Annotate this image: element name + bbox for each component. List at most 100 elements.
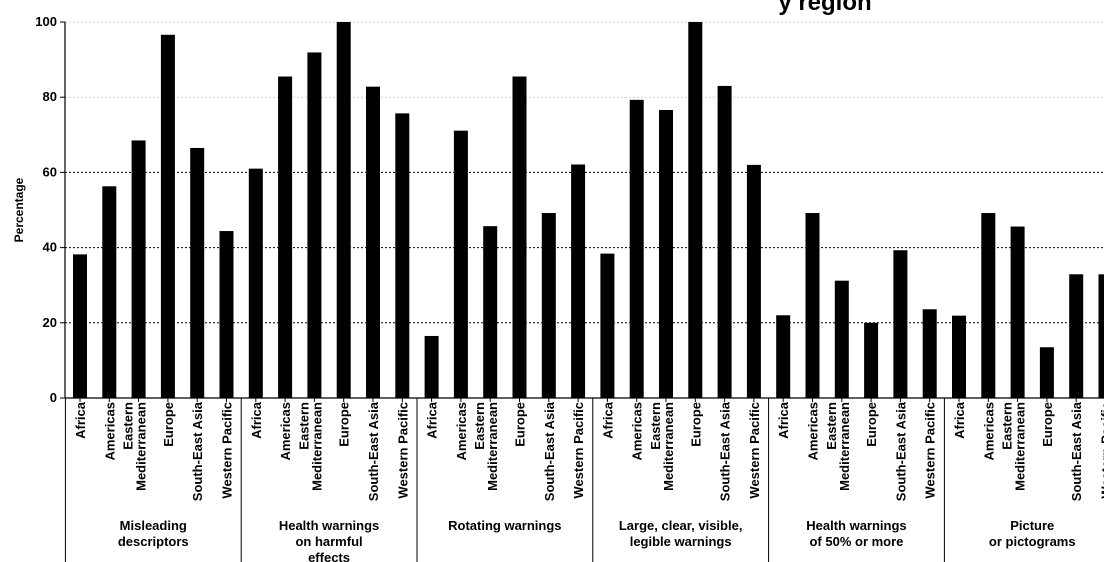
category-label-3-3: Europe [688, 402, 703, 447]
category-label-3-5: Western Pacific [747, 402, 762, 499]
bar-5-3 [1039, 347, 1054, 398]
bar-5-1 [981, 213, 996, 398]
category-label-0-3: Europe [161, 402, 176, 447]
bar-2-2 [483, 226, 498, 398]
bar-3-3 [688, 22, 703, 398]
group-label-1: effects [308, 550, 350, 562]
y-tick-label-100: 100 [35, 14, 57, 29]
category-label-2-1: Americas [454, 402, 469, 461]
category-label-0-2: Eastern [121, 402, 136, 450]
group-label-4: Health warnings [806, 518, 906, 533]
category-label-0-0: Africa [73, 401, 88, 439]
bars [73, 22, 1104, 399]
category-label-4-2: Mediterranean [837, 402, 852, 491]
bar-0-2 [131, 140, 146, 398]
category-label-4-5: Western Pacific [923, 402, 938, 499]
bar-3-5 [746, 164, 761, 398]
category-label-3-0: Africa [600, 401, 615, 439]
y-tick-label-40: 40 [43, 240, 57, 255]
category-label-5-2: Eastern [1000, 402, 1015, 450]
category-label-4-2: Eastern [824, 402, 839, 450]
category-label-3-1: Americas [630, 402, 645, 461]
bar-1-5 [395, 113, 410, 399]
y-tick-label-80: 80 [43, 89, 57, 104]
bar-1-2 [307, 52, 322, 399]
bar-5-4 [1069, 274, 1084, 398]
category-label-2-3: Europe [513, 402, 528, 447]
bar-1-1 [278, 76, 293, 399]
category-label-1-3: Europe [337, 402, 352, 447]
bar-4-0 [776, 315, 791, 398]
bar-0-1 [102, 186, 117, 398]
category-label-2-2: Mediterranean [485, 402, 500, 491]
bar-0-0 [73, 254, 87, 398]
category-label-3-4: South-East Asia [718, 401, 733, 501]
category-label-4-3: Europe [864, 402, 879, 447]
group-label-3: legible warnings [630, 534, 732, 549]
category-label-5-4: South-East Asia [1069, 401, 1084, 501]
bar-3-4 [717, 85, 732, 399]
group-label-1: Health warnings [279, 518, 379, 533]
category-label-1-2: Eastern [296, 402, 311, 450]
chart-title: y region [778, 0, 871, 16]
category-label-4-0: Africa [776, 401, 791, 439]
category-label-2-4: South-East Asia [542, 401, 557, 501]
category-label-0-1: Americas [102, 402, 117, 461]
bar-3-1 [629, 99, 644, 398]
bar-0-4 [190, 147, 205, 398]
category-label-1-2: Mediterranean [309, 402, 324, 491]
bar-1-4 [366, 86, 380, 398]
bar-3-0 [600, 253, 615, 398]
category-label-1-4: South-East Asia [366, 401, 381, 501]
category-label-4-1: Americas [806, 402, 821, 461]
category-label-5-0: Africa [952, 401, 967, 439]
bar-2-4 [541, 213, 556, 398]
category-label-1-5: Western Pacific [395, 402, 410, 499]
y-tick-label-60: 60 [43, 164, 57, 179]
category-label-3-2: Eastern [648, 402, 663, 450]
category-label-5-1: Americas [981, 402, 996, 461]
category-label-1-0: Africa [249, 401, 264, 439]
bar-2-1 [453, 130, 468, 398]
category-label-2-5: Western Pacific [571, 402, 586, 499]
category-label-1-1: Americas [278, 402, 293, 461]
y-axis-label: Percentage [12, 177, 26, 242]
category-label-0-2: Mediterranean [134, 402, 149, 491]
axes [60, 21, 1104, 562]
bar-5-5 [1098, 274, 1104, 398]
category-label-3-2: Mediterranean [661, 402, 676, 491]
bar-2-3 [512, 76, 527, 399]
y-tick-label-0: 0 [50, 390, 57, 405]
category-label-2-0: Africa [425, 401, 440, 439]
bar-4-1 [805, 213, 820, 398]
group-label-5: Picture [1010, 518, 1054, 533]
bar-0-5 [219, 231, 234, 398]
category-label-5-3: Europe [1040, 402, 1055, 447]
group-label-3: Large, clear, visible, [619, 518, 743, 533]
category-label-0-4: South-East Asia [190, 401, 205, 501]
bar-2-0 [424, 335, 439, 398]
category-label-5-5: Western Pacific [1099, 402, 1104, 499]
bar-2-5 [571, 164, 586, 398]
group-label-4: of 50% or more [809, 534, 903, 549]
bar-0-3 [160, 34, 175, 399]
bar-4-5 [922, 309, 937, 398]
bar-1-0 [248, 168, 263, 398]
bar-1-3 [336, 22, 351, 398]
category-label-4-4: South-East Asia [893, 401, 908, 501]
category-label-0-5: Western Pacific [220, 402, 235, 499]
group-label-5: or pictograms [989, 534, 1076, 549]
group-label-1: on harmful [295, 534, 362, 549]
bar-3-2 [659, 109, 673, 398]
bar-5-2 [1010, 226, 1025, 398]
bar-4-2 [834, 280, 849, 398]
y-tick-label-20: 20 [43, 315, 57, 330]
bar-5-0 [952, 315, 966, 398]
group-label-2: Rotating warnings [448, 518, 561, 533]
bar-4-4 [893, 250, 908, 398]
group-label-0: descriptors [118, 534, 189, 549]
category-label-5-2: Mediterranean [1013, 402, 1028, 491]
group-label-0: Misleading [120, 518, 187, 533]
